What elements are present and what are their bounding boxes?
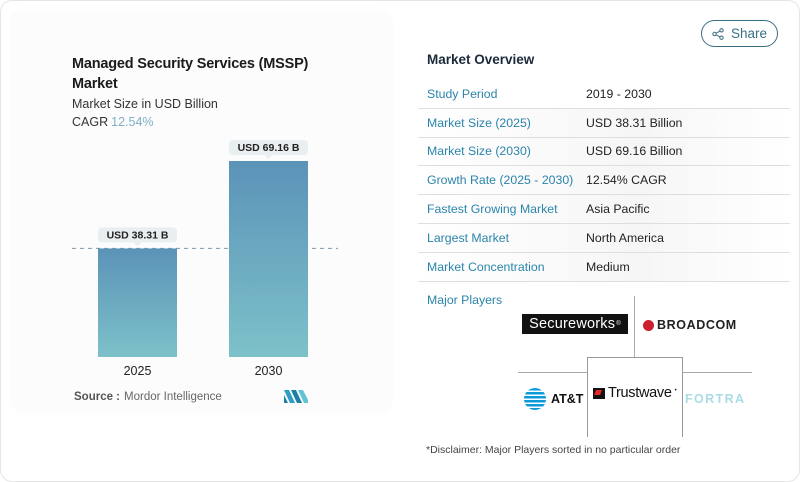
major-players-label: Major Players (427, 293, 503, 307)
broadcom-mark-icon (643, 319, 654, 331)
overview-value: North America (586, 230, 664, 245)
chart-subtitle: Market Size in USD Billion (72, 97, 218, 111)
overview-row: Market Size (2030) USD 69.16 Billion (418, 137, 790, 167)
source-label: Source : (74, 391, 121, 403)
overview-key: Study Period (427, 86, 498, 101)
data-label-pointer (264, 155, 273, 159)
overview-row: Fastest Growing Market Asia Pacific (418, 195, 790, 224)
overview-key: Market Size (2030) (427, 144, 531, 159)
market-overview-table: Study Period 2019 - 2030 Market Size (202… (418, 80, 790, 282)
fortra-logo: FORTRA (685, 392, 746, 406)
data-label: USD 38.31 B (107, 229, 169, 241)
x-tick-label: 2030 (255, 364, 283, 378)
chart-cagr: CAGR 12.54% (72, 114, 154, 130)
data-label-bg (98, 227, 177, 243)
chart-source: Source : Mordor Intelligence (74, 391, 222, 403)
data-label: USD 69.16 B (238, 142, 300, 154)
overview-value: 12.54% CAGR (586, 173, 667, 188)
source-value: Mordor Intelligence (124, 391, 222, 403)
share-label: Share (730, 26, 768, 41)
overview-key: Market Concentration (427, 259, 545, 274)
overview-row: Market Concentration Medium (418, 252, 790, 282)
data-label-pointer (133, 242, 142, 247)
cagr-value: 12.54% (111, 115, 154, 129)
overview-key: Growth Rate (2025 - 2030) (427, 173, 574, 188)
att-globe-icon (524, 388, 546, 410)
trustwave-mark-icon (593, 387, 605, 399)
disclaimer: *Disclaimer: Major Players sorted in no … (426, 444, 681, 456)
x-tick-label: 2025 (124, 364, 152, 378)
bar-2030 (229, 161, 308, 357)
overview-value: 2019 - 2030 (586, 86, 652, 101)
secureworks-logo: Secureworks ® (522, 314, 628, 334)
overview-row: Growth Rate (2025 - 2030) 12.54% CAGR (418, 166, 790, 196)
cagr-label: CAGR (72, 115, 109, 129)
overview-value: USD 69.16 Billion (586, 144, 683, 159)
chart-title: Managed Security Services (MSSP) Market (72, 56, 309, 92)
players-grid-divider (634, 296, 635, 357)
chart-card (11, 11, 392, 412)
overview-value: Asia Pacific (586, 202, 650, 217)
broadcom-logo: BROADCOM (643, 318, 737, 332)
mordor-intelligence-logo-icon (284, 390, 308, 403)
att-logo: AT&T (524, 388, 583, 410)
bar-2025 (98, 248, 177, 357)
overview-key: Largest Market (427, 230, 510, 245)
overview-key: Market Size (2025) (427, 115, 531, 130)
share-button[interactable]: Share (701, 20, 778, 47)
overview-row: Largest Market North America (418, 223, 790, 253)
overview-value: Medium (586, 259, 630, 274)
overview-row: Study Period 2019 - 2030 (418, 80, 790, 109)
share-icon (712, 27, 724, 40)
overview-key: Fastest Growing Market (427, 202, 558, 217)
data-label-bg (229, 140, 308, 155)
trustwave-logo: Trustwave • (593, 385, 677, 401)
overview-value: USD 38.31 Billion (586, 115, 683, 130)
market-overview-title: Market Overview (427, 52, 535, 67)
overview-row: Market Size (2025) USD 38.31 Billion (418, 108, 790, 138)
